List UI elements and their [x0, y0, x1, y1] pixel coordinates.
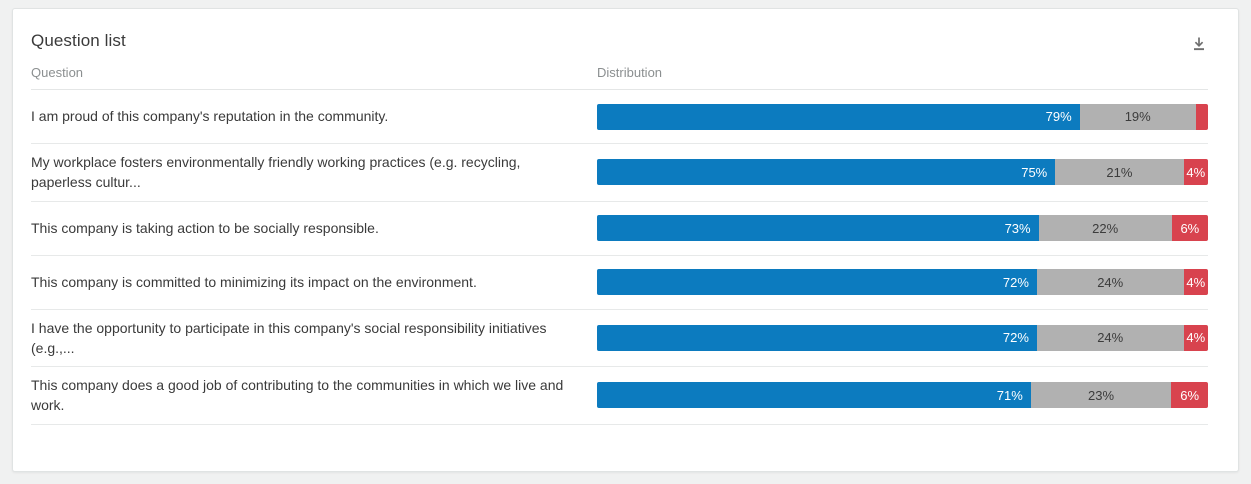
- question-text[interactable]: I have the opportunity to participate in…: [31, 319, 547, 356]
- download-icon: [1191, 36, 1207, 52]
- neutral-segment: 24%: [1036, 269, 1184, 296]
- page-title: Question list: [31, 31, 126, 50]
- table-row[interactable]: This company is taking action to be soci…: [31, 202, 1208, 256]
- unfavorable-segment: 6%: [1171, 382, 1208, 409]
- table-row[interactable]: This company does a good job of contribu…: [31, 367, 1208, 425]
- neutral-segment: 21%: [1055, 159, 1184, 186]
- distribution-cell: 75% 21% 4%: [597, 159, 1208, 186]
- distribution-cell: 73% 22% 6%: [597, 215, 1208, 242]
- neutral-segment: 24%: [1036, 324, 1184, 351]
- unfavorable-segment: [1195, 103, 1208, 130]
- unfavorable-segment: 4%: [1183, 324, 1208, 351]
- distribution-bar: 79% 19%: [597, 103, 1208, 130]
- distribution-cell: 72% 24% 4%: [597, 324, 1208, 351]
- distribution-bar: 72% 24% 4%: [597, 324, 1208, 351]
- table-row[interactable]: This company is committed to minimizing …: [31, 256, 1208, 310]
- favorable-segment: 79%: [597, 103, 1080, 130]
- favorable-segment: 73%: [597, 215, 1039, 242]
- distribution-cell: 72% 24% 4%: [597, 269, 1208, 296]
- neutral-percent-label: 22%: [1092, 220, 1119, 236]
- question-table-body: I am proud of this company's reputation …: [31, 90, 1208, 425]
- favorable-segment: 71%: [597, 382, 1031, 409]
- distribution-bar: 73% 22% 6%: [597, 215, 1208, 242]
- table-row[interactable]: I am proud of this company's reputation …: [31, 90, 1208, 144]
- favorable-percent-label: 72%: [1002, 274, 1029, 290]
- unfavorable-segment: 4%: [1183, 269, 1208, 296]
- question-text[interactable]: I am proud of this company's reputation …: [31, 108, 389, 125]
- distribution-bar: 71% 23% 6%: [597, 382, 1208, 409]
- distribution-bar: 75% 21% 4%: [597, 159, 1208, 186]
- favorable-percent-label: 71%: [996, 387, 1023, 403]
- neutral-percent-label: 19%: [1124, 109, 1151, 124]
- unfavorable-percent-label: 4%: [1186, 274, 1206, 290]
- unfavorable-percent-label: 6%: [1180, 220, 1200, 236]
- table-row[interactable]: I have the opportunity to participate in…: [31, 310, 1208, 368]
- distribution-bar: 72% 24% 4%: [597, 269, 1208, 296]
- unfavorable-percent-label: 4%: [1186, 164, 1206, 180]
- favorable-percent-label: 79%: [1045, 109, 1072, 124]
- column-header-distribution: Distribution: [597, 65, 663, 80]
- neutral-segment: 22%: [1038, 215, 1172, 242]
- distribution-cell: 71% 23% 6%: [597, 382, 1208, 409]
- favorable-segment: 72%: [597, 324, 1037, 351]
- favorable-segment: 75%: [597, 159, 1056, 186]
- unfavorable-percent-label: 6%: [1180, 387, 1200, 403]
- favorable-percent-label: 75%: [1021, 164, 1048, 180]
- neutral-percent-label: 23%: [1088, 387, 1115, 403]
- favorable-percent-label: 72%: [1002, 330, 1029, 346]
- question-list-card: Question list Question Distribution I am…: [12, 8, 1239, 472]
- question-text[interactable]: My workplace fosters environmentally fri…: [31, 154, 521, 191]
- table-row[interactable]: My workplace fosters environmentally fri…: [31, 144, 1208, 202]
- column-header-question: Question: [31, 65, 84, 80]
- favorable-percent-label: 73%: [1004, 220, 1031, 236]
- favorable-segment: 72%: [597, 269, 1037, 296]
- card-header: Question list: [31, 9, 1208, 65]
- distribution-cell: 79% 19%: [597, 103, 1208, 130]
- question-text[interactable]: This company is committed to minimizing …: [31, 273, 477, 290]
- table-column-headers: Question Distribution: [31, 65, 1208, 90]
- neutral-segment: 19%: [1079, 103, 1196, 130]
- download-button[interactable]: [1186, 31, 1212, 57]
- unfavorable-segment: 6%: [1171, 215, 1208, 242]
- neutral-percent-label: 21%: [1106, 164, 1133, 180]
- neutral-segment: 23%: [1030, 382, 1172, 409]
- unfavorable-percent-label: 4%: [1186, 330, 1206, 346]
- neutral-percent-label: 24%: [1097, 274, 1124, 290]
- question-text[interactable]: This company does a good job of contribu…: [31, 377, 564, 414]
- unfavorable-segment: 4%: [1183, 159, 1208, 186]
- question-text[interactable]: This company is taking action to be soci…: [31, 219, 379, 236]
- neutral-percent-label: 24%: [1097, 330, 1124, 346]
